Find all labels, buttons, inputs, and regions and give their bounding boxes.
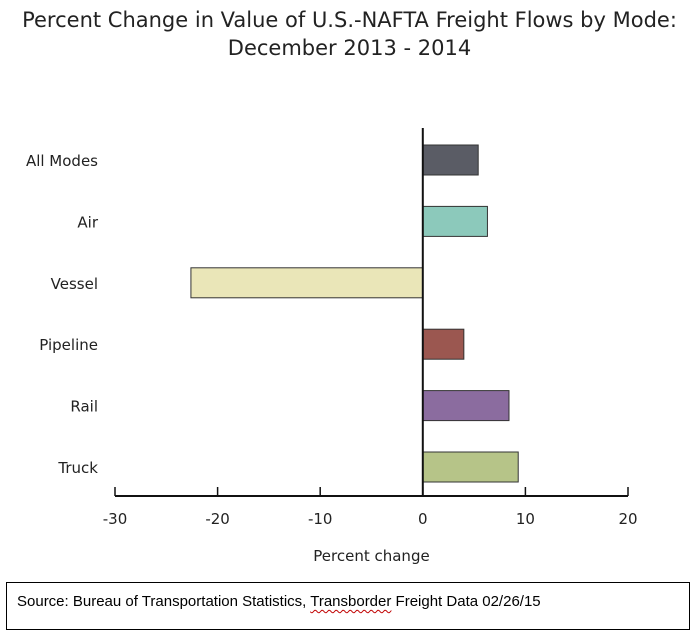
category-label: Vessel bbox=[51, 275, 98, 293]
x-tick-label: 0 bbox=[418, 510, 428, 528]
category-label: All Modes bbox=[26, 152, 98, 170]
source-underlined-word: Transborder bbox=[310, 593, 392, 610]
bar-pipeline bbox=[422, 328, 465, 360]
x-axis-label: Percent change bbox=[313, 547, 429, 565]
bar-truck bbox=[422, 451, 519, 483]
source-suffix: Freight Data 02/26/15 bbox=[391, 593, 541, 610]
chart-title: Percent Change in Value of U.S.-NAFTA Fr… bbox=[0, 6, 699, 62]
bar-all-modes bbox=[422, 144, 479, 176]
category-label: Truck bbox=[57, 459, 98, 477]
category-label: Air bbox=[77, 213, 98, 231]
bar-air bbox=[422, 205, 488, 237]
bar-vessel bbox=[190, 267, 424, 299]
category-label: Pipeline bbox=[39, 336, 98, 354]
chart-title-line: Percent Change in Value of U.S.-NAFTA Fr… bbox=[22, 8, 677, 32]
x-tick-label: 20 bbox=[618, 510, 637, 528]
x-tick-label: -30 bbox=[103, 510, 128, 528]
source-note: Source: Bureau of Transportation Statist… bbox=[6, 582, 690, 630]
bar-chart: All Modes Air Vessel Pipeline Rail Truck -30 -2… bbox=[26, 128, 638, 565]
chart-subtitle: December 2013 - 2014 bbox=[227, 36, 472, 60]
category-label: Rail bbox=[70, 398, 98, 416]
x-tick-label: -10 bbox=[308, 510, 333, 528]
x-tick-label: 10 bbox=[516, 510, 535, 528]
bar-rail bbox=[422, 390, 510, 422]
source-prefix: Source: Bureau of Transportation Statist… bbox=[17, 593, 311, 610]
x-tick-label: -20 bbox=[205, 510, 230, 528]
